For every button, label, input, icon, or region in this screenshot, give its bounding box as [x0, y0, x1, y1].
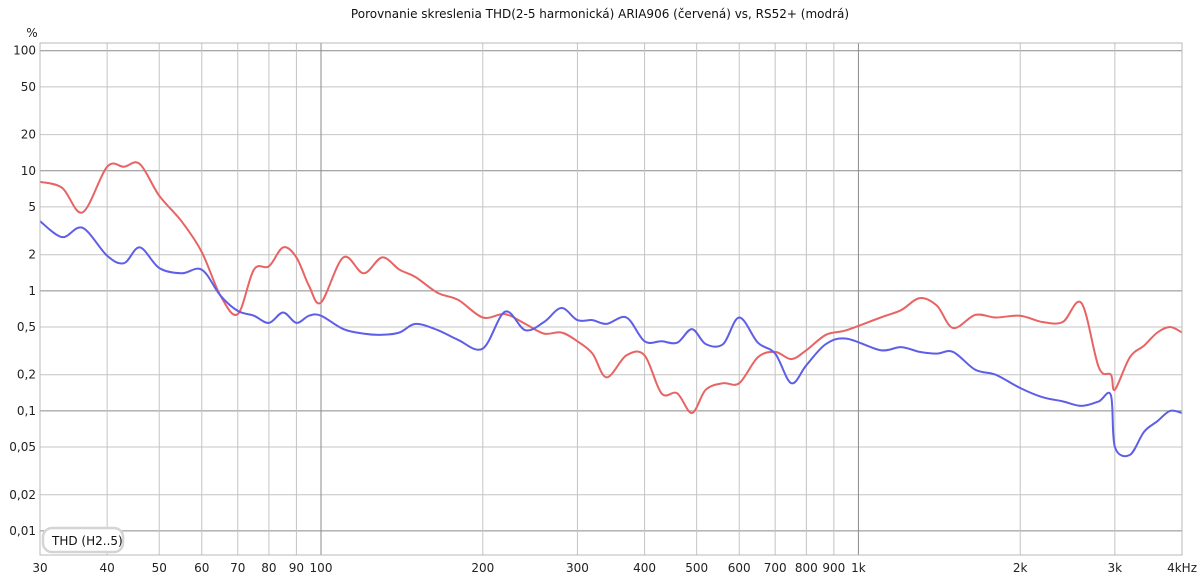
y-tick-label: 5 — [28, 200, 36, 214]
x-tick-label: 800 — [795, 561, 818, 575]
series-line-blue — [39, 220, 1183, 458]
y-tick-label: 0,5 — [17, 320, 36, 334]
x-tick-label: 90 — [289, 561, 304, 575]
plot-frame — [39, 42, 1183, 556]
legend-label: THD (H2..5) — [51, 534, 123, 548]
y-tick-label: 1 — [28, 284, 36, 298]
x-tick-label: 300 — [566, 561, 589, 575]
x-tick-label: 700 — [764, 561, 787, 575]
series-line-red — [39, 161, 1183, 414]
x-tick-label: 1k — [851, 561, 866, 575]
y-tick-label: 50 — [21, 80, 36, 94]
x-tick-label: 600 — [728, 561, 751, 575]
x-tick-label: 200 — [471, 561, 494, 575]
y-tick-label: 0,1 — [17, 404, 36, 418]
x-tick-label: 40 — [100, 561, 115, 575]
x-tick-label: 30 — [32, 561, 47, 575]
x-tick-label: 900 — [822, 561, 845, 575]
series-lines — [39, 161, 1183, 458]
y-tick-label: 0,02 — [9, 488, 36, 502]
x-tick-label: 70 — [230, 561, 245, 575]
y-tick-label: 0,2 — [17, 368, 36, 382]
y-tick-label: 10 — [21, 164, 36, 178]
y-tick-label: 0,01 — [9, 524, 36, 538]
grid — [40, 43, 1182, 555]
x-tick-label: 4kHz — [1167, 561, 1197, 575]
y-tick-label: 20 — [21, 128, 36, 142]
y-axis-unit: % — [26, 26, 37, 40]
x-tick-label: 2k — [1013, 561, 1028, 575]
chart-title: Porovnanie skreslenia THD(2-5 harmonická… — [351, 7, 849, 21]
y-tick-label: 2 — [28, 248, 36, 262]
x-tick-label: 50 — [152, 561, 167, 575]
legend: THD (H2..5) — [41, 526, 125, 554]
legend-box — [41, 526, 125, 554]
y-tick-label: 100 — [13, 44, 36, 58]
x-tick-label: 3k — [1108, 561, 1123, 575]
x-tick-label: 60 — [194, 561, 209, 575]
x-tick-label: 100 — [310, 561, 333, 575]
x-tick-label: 500 — [685, 561, 708, 575]
x-tick-label: 80 — [261, 561, 276, 575]
tick-labels: 100 50 20 10 5 2 1 0,5 0,2 0,1 0,05 0,02 0,01 30 40 50 6… — [9, 44, 1197, 575]
x-tick-label: 400 — [633, 561, 656, 575]
y-tick-label: 0,05 — [9, 440, 36, 454]
